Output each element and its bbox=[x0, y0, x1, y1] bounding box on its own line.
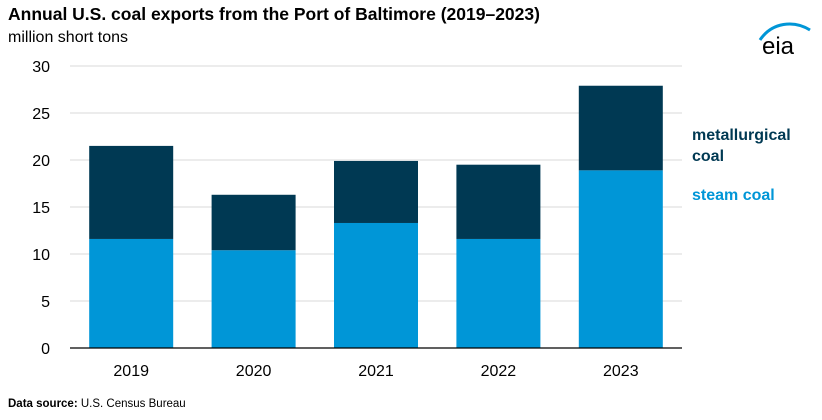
x-tick-label: 2023 bbox=[603, 363, 639, 380]
legend-metallurgical-coal: coal bbox=[692, 148, 724, 165]
y-tick-label: 30 bbox=[32, 59, 50, 76]
bar-metallurgical-coal bbox=[211, 194, 296, 251]
data-source-label: Data source: bbox=[8, 398, 78, 410]
bar-steam-coal bbox=[456, 238, 541, 348]
axes: 0 5 10 15 20 25 30 2019 2020 2021 2022 2023 bbox=[32, 59, 682, 380]
y-tick-label: 0 bbox=[41, 341, 50, 358]
data-source: Data source: U.S. Census Bureau bbox=[8, 398, 186, 410]
bar-steam-coal bbox=[578, 170, 663, 348]
bar-steam-coal bbox=[89, 238, 174, 348]
chart-subtitle: million short tons bbox=[8, 29, 129, 46]
y-tick-label: 25 bbox=[32, 106, 50, 123]
eia-logo: eia bbox=[758, 22, 811, 60]
x-tick-label: 2019 bbox=[113, 363, 149, 380]
x-tick-label: 2021 bbox=[358, 363, 394, 380]
bar-steam-coal bbox=[211, 250, 296, 348]
bar-metallurgical-coal bbox=[334, 160, 418, 223]
legend-steam-coal: steam coal bbox=[692, 187, 775, 204]
bars bbox=[89, 85, 663, 348]
data-source-text: U.S. Census Bureau bbox=[80, 398, 186, 410]
logo-text: eia bbox=[762, 33, 795, 60]
legend: metallurgical coal steam coal bbox=[692, 127, 791, 204]
x-tick-label: 2022 bbox=[481, 363, 517, 380]
y-tick-label: 15 bbox=[32, 200, 50, 217]
chart-title: Annual U.S. coal exports from the Port o… bbox=[8, 4, 540, 24]
bar-metallurgical-coal bbox=[578, 85, 663, 171]
logo-swoosh-icon bbox=[758, 22, 811, 41]
y-tick-label: 5 bbox=[41, 294, 50, 311]
y-tick-label: 20 bbox=[32, 153, 50, 170]
legend-metallurgical-coal: metallurgical bbox=[692, 127, 791, 144]
y-tick-label: 10 bbox=[32, 247, 50, 264]
bar-metallurgical-coal bbox=[456, 164, 541, 239]
bar-metallurgical-coal bbox=[89, 145, 174, 239]
bar-steam-coal bbox=[334, 222, 418, 348]
x-tick-label: 2020 bbox=[236, 363, 272, 380]
